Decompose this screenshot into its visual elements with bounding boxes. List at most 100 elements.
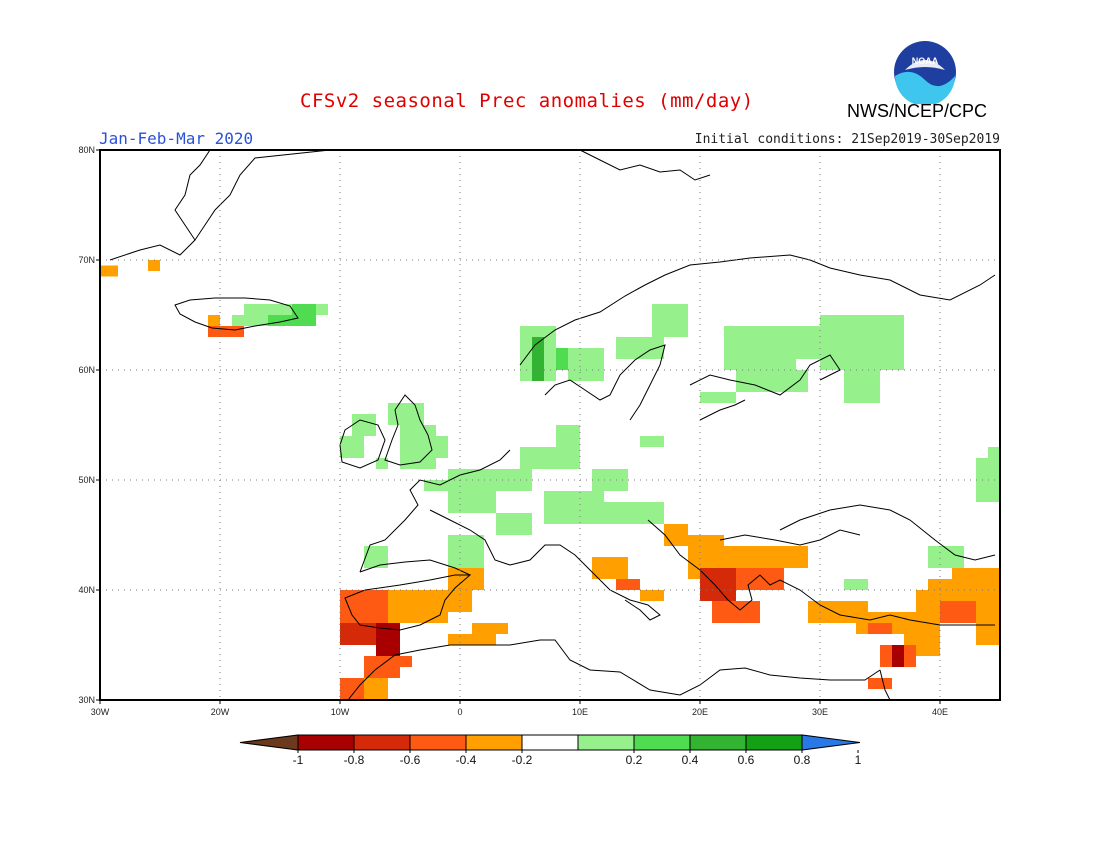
anomaly-cell bbox=[388, 403, 424, 425]
colorbar-swatch bbox=[577, 734, 635, 751]
colorbar-label: 0.8 bbox=[794, 753, 811, 767]
anomaly-cell bbox=[496, 513, 532, 535]
anomaly-cell bbox=[292, 304, 316, 326]
anomaly-cell bbox=[244, 304, 328, 315]
anomaly-cell bbox=[208, 326, 244, 337]
anomaly-cell bbox=[568, 348, 604, 381]
anomaly-cell bbox=[340, 678, 364, 700]
colorbar-min-arrow bbox=[239, 734, 299, 751]
anomaly-cell bbox=[364, 656, 400, 678]
anomaly-cell bbox=[700, 568, 736, 601]
anomaly-cell bbox=[580, 502, 640, 524]
anomaly-cell bbox=[472, 623, 508, 634]
anomaly-cell bbox=[772, 546, 808, 568]
anomaly-cell bbox=[820, 315, 904, 370]
anomaly-cell bbox=[844, 370, 880, 403]
anomaly-cell bbox=[892, 645, 904, 667]
lon-tick-label: 40E bbox=[932, 707, 948, 717]
anomaly-cell bbox=[208, 315, 220, 326]
colorbar-swatch bbox=[633, 734, 691, 751]
colorbar-max-arrow bbox=[801, 734, 861, 751]
anomaly-cell bbox=[364, 546, 388, 568]
colorbar-label: -0.4 bbox=[456, 753, 477, 767]
logo-text: NOAA bbox=[912, 56, 939, 66]
season-label: Jan-Feb-Mar 2020 bbox=[99, 129, 254, 148]
lon-tick-label: 30W bbox=[91, 707, 110, 717]
anomaly-cell bbox=[988, 447, 1000, 469]
anomaly-cell bbox=[376, 458, 388, 469]
anomaly-cell bbox=[532, 337, 544, 381]
anomaly-cell bbox=[364, 678, 388, 700]
colorbar-label: 1 bbox=[855, 753, 862, 767]
lat-tick-label: 40N bbox=[78, 585, 95, 595]
anomaly-cell bbox=[928, 546, 964, 568]
colorbar-label: 0.6 bbox=[738, 753, 755, 767]
colorbar-swatch bbox=[689, 734, 747, 751]
anomaly-cell bbox=[100, 265, 118, 277]
colorbar-swatch bbox=[745, 734, 803, 751]
anomaly-cell bbox=[352, 414, 376, 436]
lon-tick-label: 0 bbox=[457, 707, 462, 717]
anomaly-cell bbox=[556, 425, 580, 447]
lon-tick-label: 10W bbox=[331, 707, 350, 717]
lon-tick-label: 20E bbox=[692, 707, 708, 717]
anomaly-cell bbox=[424, 480, 448, 491]
map-title: CFSv2 seasonal Prec anomalies (mm/day) bbox=[300, 90, 754, 112]
noaa-logo-icon: NOAA bbox=[894, 41, 956, 104]
colorbar-swatch bbox=[297, 734, 355, 751]
anomaly-cell bbox=[556, 348, 568, 370]
anomaly-cells bbox=[100, 260, 1000, 700]
colorbar-swatch bbox=[521, 734, 579, 751]
map-grid bbox=[100, 150, 1000, 700]
colorbar-swatch bbox=[353, 734, 411, 751]
anomaly-cell bbox=[340, 623, 376, 645]
anomaly-cell bbox=[664, 524, 688, 546]
anomaly-cell bbox=[388, 590, 424, 601]
colorbar-label: 0.2 bbox=[626, 753, 643, 767]
anomaly-cell bbox=[652, 304, 688, 337]
anomaly-cell bbox=[940, 601, 976, 623]
initial-conditions-label: Initial conditions: 21Sep2019-30Sep2019 bbox=[694, 132, 1000, 147]
anomaly-cell bbox=[700, 392, 736, 403]
lat-tick-label: 50N bbox=[78, 475, 95, 485]
anomaly-cell bbox=[640, 590, 664, 601]
anomaly-cell bbox=[148, 260, 160, 271]
anomaly-cell bbox=[964, 568, 988, 579]
anomaly-cell bbox=[232, 315, 268, 326]
anomaly-cell bbox=[640, 436, 664, 447]
colorbar-label: -0.8 bbox=[344, 753, 365, 767]
anomaly-cell bbox=[448, 535, 484, 568]
colorbar: -1 -0.8 -0.6 -0.4 -0.2 0.2 0.4 0.6 0.8 1 bbox=[239, 734, 862, 767]
anomaly-cell bbox=[640, 502, 664, 524]
anomaly-cell bbox=[520, 447, 580, 469]
anomaly-cell bbox=[616, 337, 664, 359]
anomaly-cell bbox=[340, 590, 388, 623]
map-frame bbox=[99, 149, 1001, 701]
colorbar-label: 0.4 bbox=[682, 753, 699, 767]
colorbar-swatch bbox=[465, 734, 523, 751]
coastlines bbox=[109, 149, 996, 701]
anomaly-cell bbox=[616, 579, 640, 590]
anomaly-cell bbox=[448, 634, 496, 645]
lat-tick-label: 70N bbox=[78, 255, 95, 265]
axis-ticks: 30W 20W 10W 0 10E 20E 30E 40E 30N 40N 50N 60N 70N 80N bbox=[78, 145, 948, 717]
colorbar-swatch bbox=[409, 734, 467, 751]
anomaly-cell bbox=[976, 623, 1000, 645]
anomaly-cell bbox=[868, 623, 892, 634]
lat-tick-label: 80N bbox=[78, 145, 95, 155]
lon-tick-label: 30E bbox=[812, 707, 828, 717]
lat-tick-label: 60N bbox=[78, 365, 95, 375]
colorbar-label: -0.6 bbox=[400, 753, 421, 767]
anomaly-cell bbox=[868, 678, 892, 689]
anomaly-cell bbox=[340, 436, 364, 458]
colorbar-label: -0.2 bbox=[512, 753, 533, 767]
anomaly-cell bbox=[712, 601, 760, 623]
agency-label: NWS/NCEP/CPC bbox=[847, 101, 988, 121]
anomaly-cell bbox=[736, 568, 784, 590]
lat-tick-label: 30N bbox=[78, 695, 95, 705]
lon-tick-label: 20W bbox=[211, 707, 230, 717]
anomaly-cell bbox=[736, 370, 808, 392]
lon-tick-label: 10E bbox=[572, 707, 588, 717]
anomaly-cell bbox=[844, 579, 868, 590]
